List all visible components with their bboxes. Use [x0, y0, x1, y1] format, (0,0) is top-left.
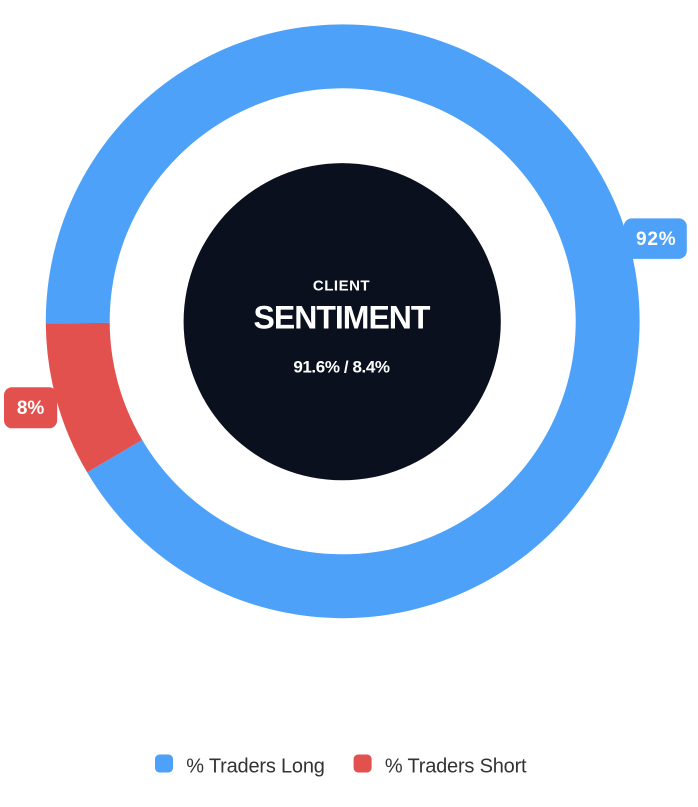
- svg-text:CLIENT: CLIENT: [313, 277, 370, 294]
- svg-text:92%: 92%: [636, 229, 676, 250]
- svg-text:8%: 8%: [17, 398, 45, 419]
- svg-text:91.6% / 8.4%: 91.6% / 8.4%: [293, 358, 390, 377]
- svg-text:% Traders Long: % Traders Long: [186, 756, 324, 778]
- svg-text:SENTIMENT: SENTIMENT: [254, 299, 431, 335]
- svg-text:% Traders Short: % Traders Short: [385, 756, 527, 778]
